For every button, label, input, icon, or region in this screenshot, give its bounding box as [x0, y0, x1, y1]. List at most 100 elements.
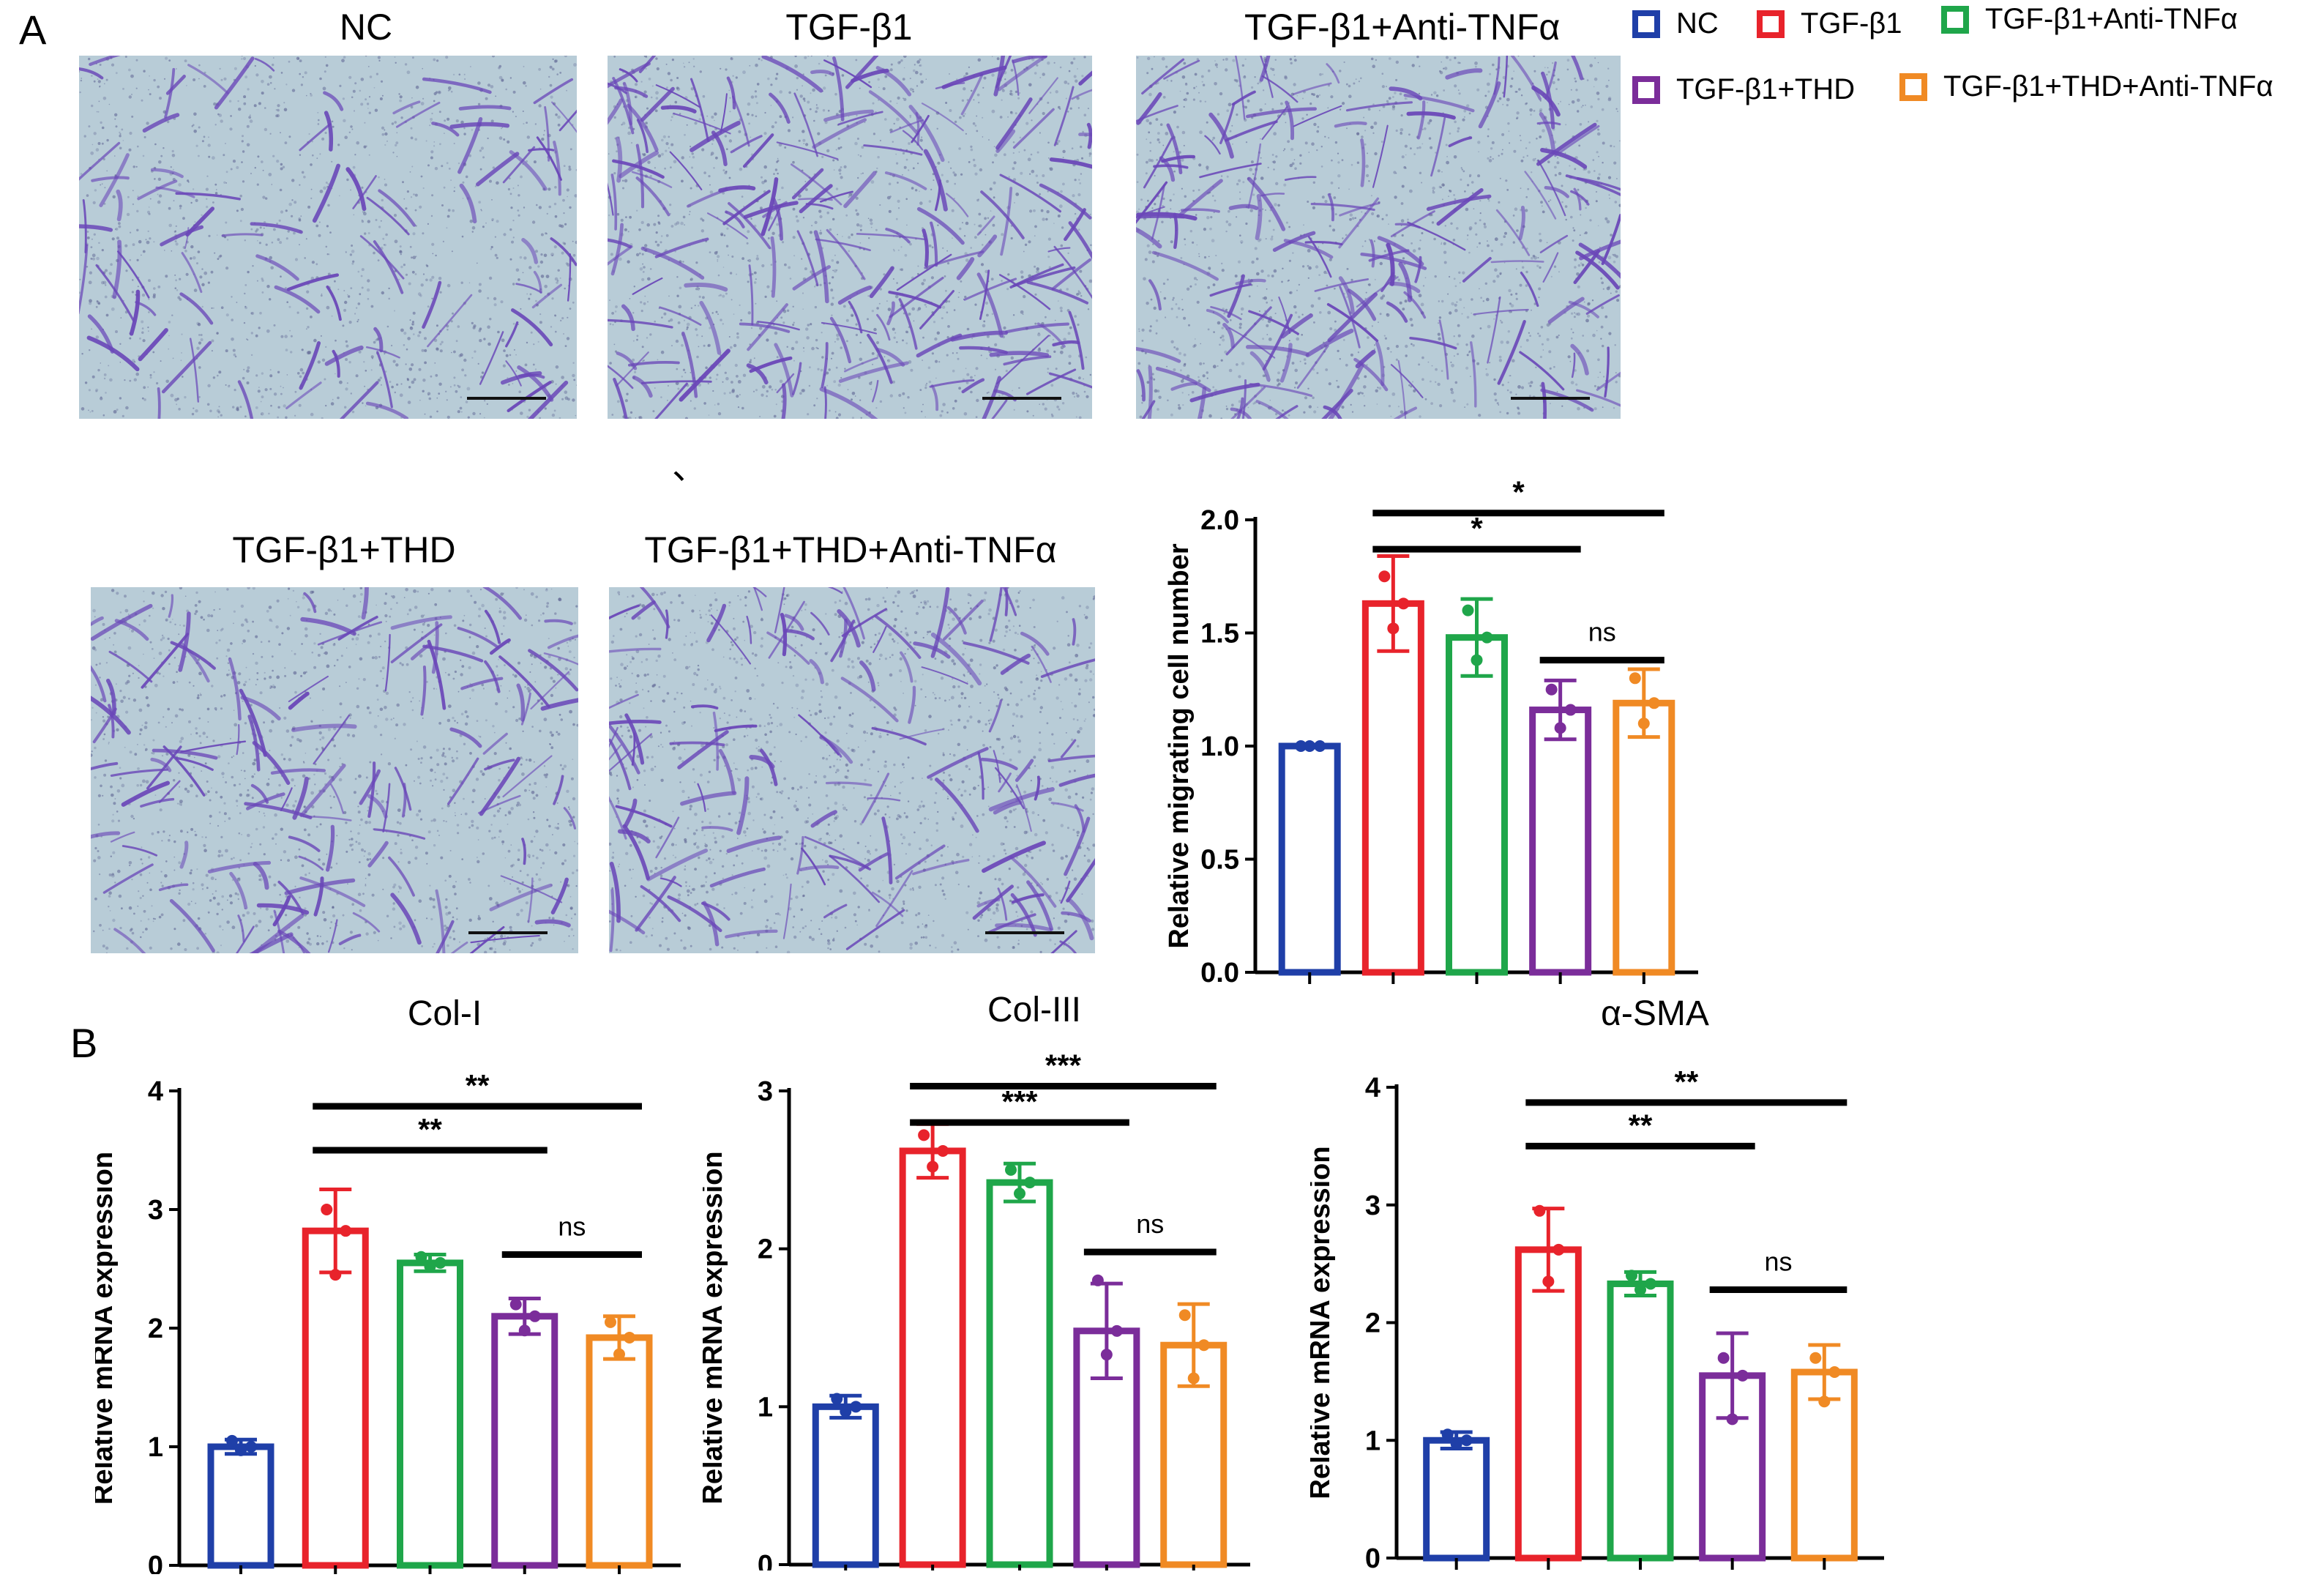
y-tick-label: 3 — [758, 1076, 773, 1107]
legend-item-nc: NC — [1632, 7, 1719, 40]
data-point — [1100, 1349, 1113, 1361]
bar — [586, 1334, 653, 1569]
data-point — [1637, 718, 1650, 730]
legend-item-tgfb1-thd: TGF-β1+THD — [1632, 73, 1855, 106]
significance-label: ns — [558, 1212, 586, 1242]
micrograph-nc — [79, 56, 577, 419]
data-point — [1545, 683, 1558, 696]
y-tick-label: 4 — [148, 1076, 163, 1107]
significance-label: ** — [1629, 1108, 1653, 1142]
data-point — [1462, 604, 1474, 616]
data-point — [1726, 1413, 1738, 1426]
bar — [491, 1313, 558, 1569]
significance-label: *** — [1045, 1048, 1082, 1083]
significance-label: ns — [1136, 1209, 1164, 1239]
legend-label-tgfb1-anti-tnfa: TGF-β1+Anti-TNFα — [1985, 3, 2238, 35]
data-point — [1554, 722, 1566, 734]
legend-label-nc: NC — [1676, 7, 1719, 40]
y-tick-label: 0.5 — [1200, 845, 1239, 876]
data-point — [226, 1434, 239, 1447]
data-point — [1564, 704, 1577, 716]
data-point — [1397, 597, 1410, 610]
significance-label: * — [1471, 511, 1483, 545]
data-point — [1295, 740, 1307, 752]
legend-label-tgfb1-thd-anti-tnfa: TGF-β1+THD+Anti-TNFα — [1943, 70, 2273, 103]
data-point — [1450, 1438, 1462, 1450]
data-point — [1648, 697, 1660, 709]
data-point — [1533, 1204, 1546, 1217]
data-point — [918, 1129, 930, 1141]
y-tick-label: 2 — [758, 1234, 773, 1265]
y-tick-label: 0 — [758, 1550, 773, 1570]
bar — [1423, 1436, 1490, 1562]
data-point — [1314, 740, 1326, 752]
data-point — [1110, 1324, 1123, 1337]
data-point — [850, 1401, 862, 1413]
y-tick-label: 2 — [1365, 1308, 1380, 1339]
data-point — [1441, 1428, 1454, 1441]
data-point — [1387, 622, 1400, 635]
data-point — [329, 1269, 342, 1281]
bar — [1607, 1280, 1674, 1562]
data-point — [1471, 654, 1483, 666]
data-point — [1634, 1283, 1646, 1296]
significance-label: ns — [1588, 617, 1616, 647]
data-point — [831, 1393, 843, 1405]
bar — [899, 1147, 966, 1568]
micrograph-tgfb1-thd-anti-tnfa — [609, 587, 1095, 953]
y-axis-label: Relative migrating cell number — [1164, 543, 1195, 948]
data-point — [1005, 1163, 1017, 1176]
y-tick-label: 1.5 — [1200, 619, 1239, 649]
legend-item-tgfb1: TGF-β1 — [1757, 7, 1902, 40]
image-title-nc: NC — [339, 7, 393, 48]
micrograph-tgfb1 — [608, 56, 1092, 419]
y-axis-label: Relative mRNA expression — [703, 1151, 728, 1504]
y-tick-label: 0 — [1365, 1543, 1380, 1574]
significance-label: *** — [1001, 1084, 1038, 1119]
bar — [986, 1179, 1053, 1568]
legend-swatch-tgfb1-thd-anti-tnfa — [1899, 72, 1927, 101]
data-point — [613, 1348, 625, 1360]
data-point — [1645, 1278, 1656, 1290]
chart-col-i: Col-I Relative mRNA expression 0 1 2 3 4 ** ** ns — [95, 994, 681, 1574]
y-tick-label: 1 — [1365, 1426, 1380, 1456]
significance-label: ns — [1764, 1246, 1792, 1276]
legend-label-tgfb1: TGF-β1 — [1801, 7, 1902, 40]
image-title-tgfb1-anti-tnfa: TGF-β1+Anti-TNFα — [1244, 7, 1561, 48]
data-point — [415, 1251, 427, 1263]
legend-swatch-tgfb1-thd — [1632, 75, 1660, 104]
data-point — [937, 1144, 949, 1157]
data-point — [1378, 570, 1391, 583]
bar — [1613, 699, 1675, 976]
bar — [207, 1443, 274, 1569]
data-point — [1014, 1188, 1025, 1200]
bar — [1361, 600, 1424, 976]
data-point — [1736, 1369, 1749, 1382]
image-title-tgfb1-thd: TGF-β1+THD — [232, 529, 456, 570]
data-point — [509, 1298, 522, 1311]
data-point — [1629, 672, 1641, 685]
data-point — [1198, 1339, 1210, 1352]
chart-alpha-sma: α-SMA Relative mRNA expression 0 1 2 3 4 ** ** ns — [1310, 994, 1884, 1574]
data-point — [340, 1225, 352, 1237]
chart-title: Col-I — [408, 994, 482, 1033]
data-point — [1818, 1395, 1831, 1408]
panel-label-b: B — [70, 1020, 98, 1066]
data-point — [623, 1331, 635, 1344]
significance-label: ** — [1674, 1065, 1698, 1099]
data-point — [1553, 1243, 1565, 1256]
significance-label: ** — [466, 1068, 490, 1103]
y-tick-label: 0.0 — [1200, 958, 1239, 988]
data-point — [1091, 1274, 1104, 1286]
legend-swatch-nc — [1632, 10, 1660, 38]
y-tick-label: 3 — [148, 1195, 163, 1226]
chart-col-iii: Col-III Relative mRNA expression 0 1 2 3 *****… — [703, 991, 1250, 1570]
data-point — [604, 1316, 616, 1328]
bar — [1514, 1246, 1582, 1562]
data-point — [321, 1204, 333, 1215]
data-point — [434, 1256, 447, 1269]
data-point — [1626, 1270, 1637, 1282]
data-point — [245, 1441, 258, 1453]
data-point — [1542, 1275, 1555, 1288]
